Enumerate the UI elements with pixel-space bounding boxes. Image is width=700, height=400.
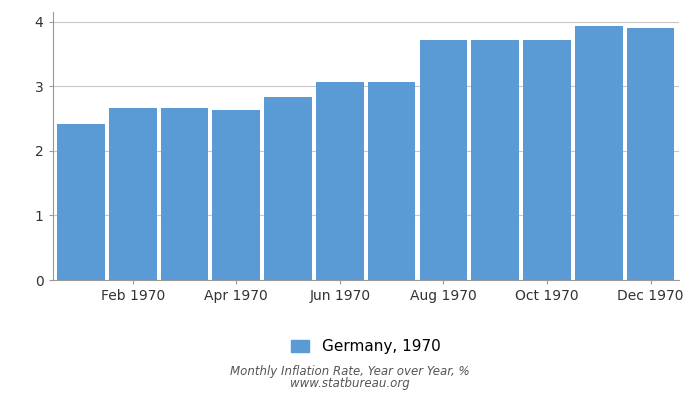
Text: Monthly Inflation Rate, Year over Year, %: Monthly Inflation Rate, Year over Year, … [230, 365, 470, 378]
Bar [316, 82, 364, 280]
Text: www.statbureau.org: www.statbureau.org [290, 377, 410, 390]
Bar [471, 40, 519, 280]
Bar [213, 110, 260, 280]
Bar [265, 96, 312, 280]
Bar [523, 40, 570, 280]
Bar [161, 108, 209, 280]
Bar [109, 108, 157, 280]
Bar [57, 124, 105, 280]
Legend: Germany, 1970: Germany, 1970 [285, 333, 447, 360]
Bar [626, 28, 674, 280]
Bar [575, 26, 622, 280]
Bar [368, 82, 416, 280]
Bar [419, 40, 467, 280]
